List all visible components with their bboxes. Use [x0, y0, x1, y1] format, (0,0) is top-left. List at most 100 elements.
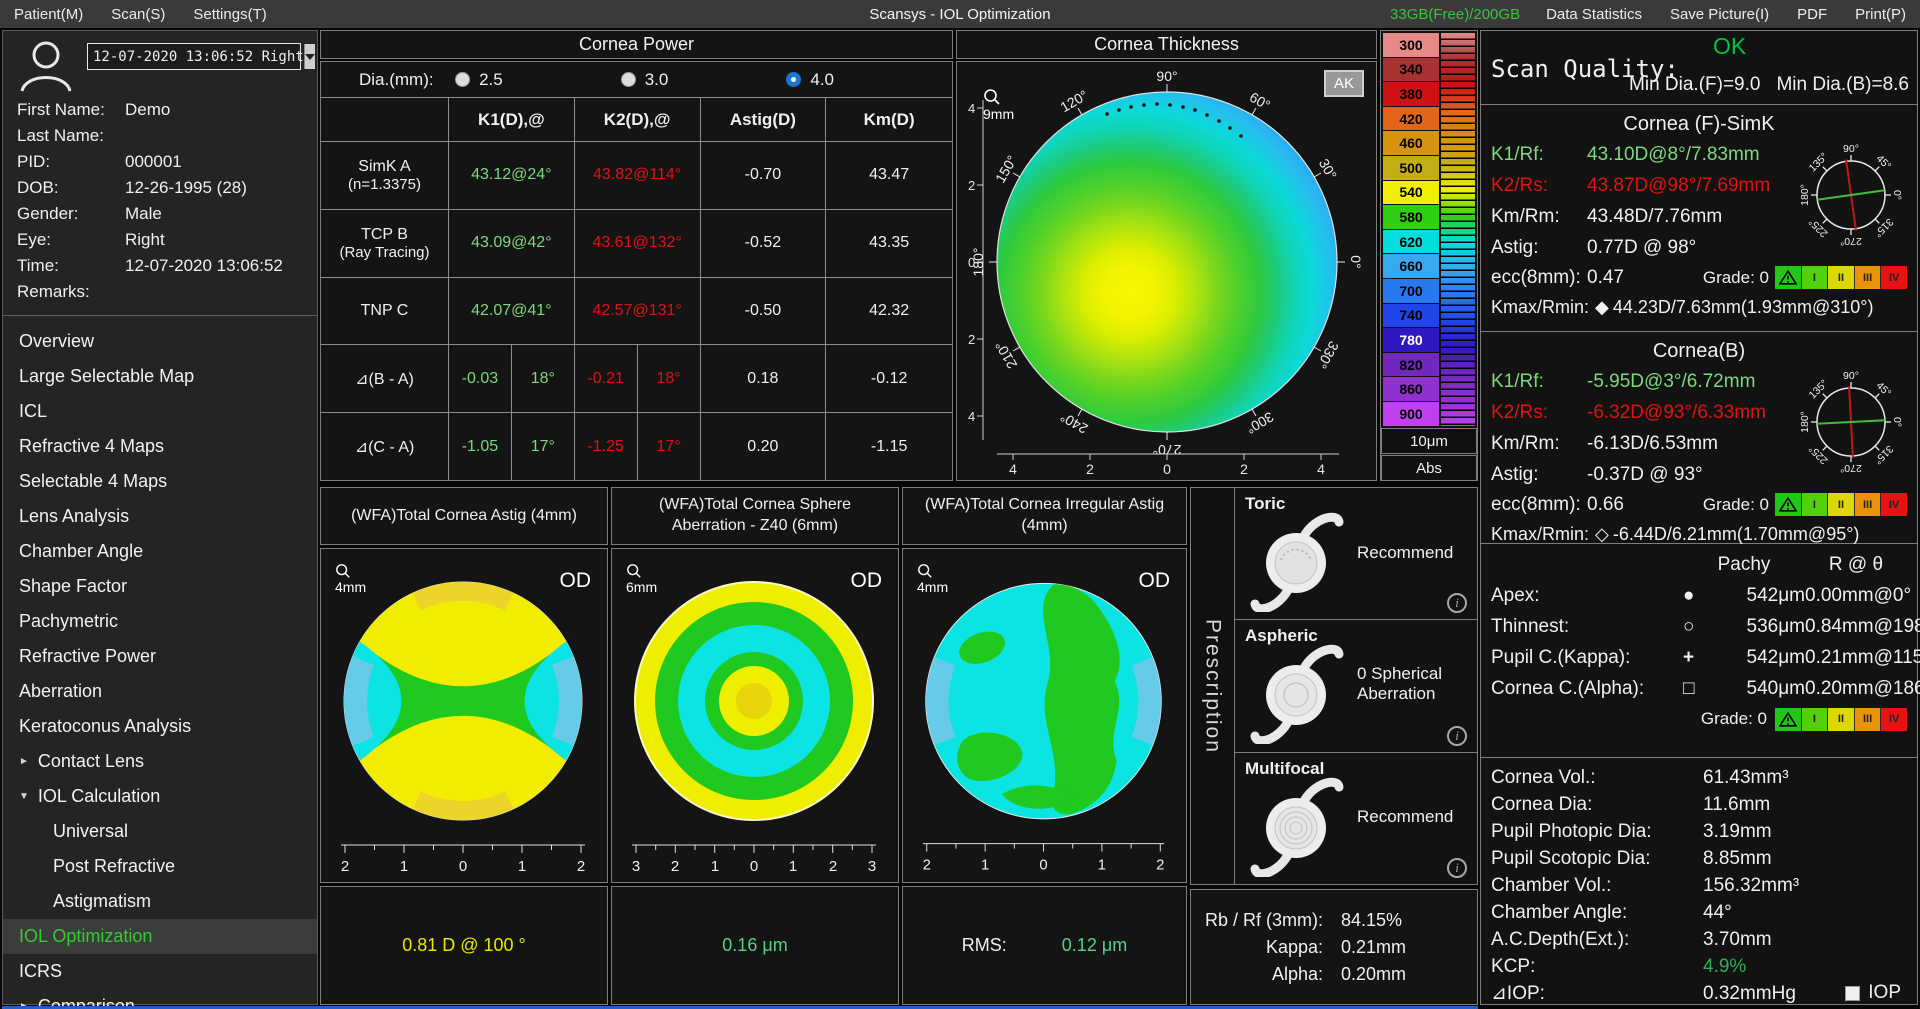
cell-astig: 0.18 — [700, 344, 827, 413]
iop-checkbox[interactable] — [1845, 985, 1861, 1001]
cell-k1: 42.07@41° — [449, 276, 575, 345]
min-dia-front: Min Dia.(F)=9.0 — [1629, 74, 1761, 95]
eye-label: OD — [559, 569, 592, 592]
stat-label: Chamber Angle: — [1491, 901, 1628, 923]
magnifier-icon — [336, 564, 350, 578]
scale-mode-label[interactable]: Abs — [1381, 455, 1477, 481]
magnifier-icon — [918, 564, 932, 578]
sidebar-item-universal[interactable]: Universal — [53, 821, 129, 841]
sphere-aberration-value: 0.16 μm — [722, 935, 788, 955]
kmax-marker: ◆ — [1595, 297, 1609, 317]
field-label: First Name: — [17, 100, 105, 119]
radio-dia-4_0[interactable]: 4.0 — [786, 70, 834, 90]
menu-print[interactable]: Print(P) — [1855, 5, 1906, 23]
sidebar-item-large-selectable-map[interactable]: Large Selectable Map — [19, 366, 195, 386]
dropdown-arrow-icon[interactable] — [303, 44, 315, 69]
prescription-option-multifocal[interactable]: Multifocal Recommend — [1235, 752, 1477, 884]
svg-text:90°: 90° — [1843, 370, 1859, 382]
menu-data-statistics[interactable]: Data Statistics — [1546, 5, 1642, 23]
cell-km: -1.15 — [826, 412, 952, 480]
sidebar-item-shape-factor[interactable]: Shape Factor — [19, 576, 128, 596]
ratios-panel: Rb / Rf (3mm): 84.15% Kappa: 0.21mm Alpha:… — [1190, 889, 1478, 1005]
alpha-value: 0.20mm — [1341, 963, 1407, 984]
warning-triangle-icon — [1778, 496, 1797, 512]
warning-triangle-icon — [1778, 269, 1797, 285]
menu-save-picture[interactable]: Save Picture(I) — [1669, 5, 1770, 23]
cell-km: 43.35 — [826, 208, 952, 277]
info-icon[interactable] — [1447, 857, 1467, 878]
menu-pdf[interactable]: PDF — [1797, 5, 1828, 23]
sidebar-item-keratoconus-analysis[interactable]: Keratoconus Analysis — [19, 716, 192, 736]
map2-value-panel: 0.16 μm — [611, 886, 899, 1005]
sidebar-item-refractive-4-maps[interactable]: Refractive 4 Maps — [19, 436, 165, 456]
stat-value: 44° — [1703, 901, 1732, 923]
svg-text:2: 2 — [968, 332, 975, 347]
pachy-row-apex: Apex: ● 542μm 0.00mm@0° — [1491, 584, 1912, 606]
svg-text:180°: 180° — [1799, 184, 1811, 206]
radio-dia-2_5[interactable]: 2.5 — [455, 70, 503, 90]
col-header-empty — [321, 97, 449, 141]
stat-label: Cornea Vol.: — [1491, 766, 1596, 788]
info-icon[interactable] — [1447, 725, 1467, 746]
menu-settings[interactable]: Settings(T) — [193, 5, 267, 23]
scan-selector-dropdown[interactable]: 12-07-2020 13:06:52 Right — [87, 43, 315, 70]
stat-label: Cornea Dia: — [1491, 793, 1593, 815]
info-icon[interactable] — [1447, 593, 1467, 614]
sidebar-item-overview[interactable]: Overview — [19, 331, 95, 351]
ak-button[interactable]: AK — [1324, 70, 1364, 97]
astig-value: 0.81 D @ 100 ° — [402, 935, 526, 955]
radio-icon-selected[interactable] — [786, 72, 802, 87]
sidebar-item-lens-analysis[interactable]: Lens Analysis — [19, 506, 130, 526]
sidebar-item-post-refractive[interactable]: Post Refractive — [53, 856, 176, 876]
patient-avatar-icon — [20, 41, 72, 92]
sidebar-item-aberration[interactable]: Aberration — [19, 681, 103, 701]
magnifier-icon — [984, 89, 1000, 105]
menu-scan[interactable]: Scan(S) — [111, 5, 166, 23]
rbrf-label: Rb / Rf (3mm): — [1204, 909, 1323, 930]
sidebar-menu: Overview Large Selectable Map ICL Refrac… — [3, 316, 317, 1009]
radio-icon[interactable] — [620, 72, 636, 87]
svg-text:0°: 0° — [1891, 417, 1903, 427]
sidebar-item-comparison[interactable]: ► Comparison — [3, 989, 317, 1009]
radio-icon[interactable] — [455, 72, 471, 87]
sidebar-item-refractive-power[interactable]: Refractive Power — [19, 646, 157, 666]
prescription-option-aspheric[interactable]: Aspheric 0 Spherical Aberration — [1235, 620, 1477, 753]
sidebar-item-iol-calculation[interactable]: ▼ IOL Calculation — [19, 786, 161, 806]
stat-label: ⊿IOP: — [1491, 983, 1545, 1004]
k1-value: 43.10D@8°/7.83mm — [1587, 143, 1760, 165]
toric-note: Recommend — [1357, 542, 1454, 562]
iop-checkbox-label: IOP — [1868, 982, 1901, 1003]
cell-k2-delta: -0.21 18° — [574, 344, 701, 413]
sidebar-item-chamber-angle[interactable]: Chamber Angle — [19, 541, 144, 561]
svg-text:1: 1 — [981, 857, 989, 873]
svg-text:120°: 120° — [1057, 87, 1090, 115]
sidebar-item-astigmatism[interactable]: Astigmatism — [53, 891, 152, 911]
k2-value: 43.87D@98°/7.69mm — [1587, 174, 1771, 196]
sidebar-item-contact-lens[interactable]: ► Contact Lens — [19, 751, 144, 771]
radio-dia-3_0[interactable]: 3.0 — [620, 70, 668, 90]
map3-irregular-astig-map: 2 1 0 1 2 — [923, 582, 1164, 873]
field-value: Right — [125, 230, 165, 249]
axis-compass-front: 90° 45° 0° 315° 270° 225° 180° 135° — [1799, 143, 1903, 247]
sidebar-item-icrs[interactable]: ICRS — [19, 961, 63, 981]
cell-astig: -0.52 — [700, 208, 827, 277]
cell-k2: 43.82@114° — [574, 141, 701, 209]
sidebar-item-selectable-4-maps[interactable]: Selectable 4 Maps — [19, 471, 168, 491]
svg-text:2: 2 — [1240, 461, 1248, 477]
sidebar-item-icl[interactable]: ICL — [19, 401, 48, 421]
kmax-value: 44.23D/7.63mm(1.93mm@310°) — [1612, 297, 1874, 317]
svg-text:60°: 60° — [1247, 89, 1273, 113]
col-header-k1: K1(D),@ — [449, 97, 575, 141]
svg-text:4: 4 — [1317, 461, 1325, 477]
svg-text:0: 0 — [459, 858, 467, 875]
scan-quality-section: Scan Quality: OK Min Dia.(F)=9.0 Min Dia… — [1481, 31, 1917, 105]
field-value: 12-07-2020 13:06:52 — [125, 256, 283, 275]
grade-scale-bar: I II III IV — [1775, 266, 1907, 289]
km-value: 43.48D/7.76mm — [1587, 205, 1723, 227]
map3-title: (WFA)Total Cornea Irregular Astig (4mm) — [902, 487, 1187, 545]
sidebar-item-pachymetric[interactable]: Pachymetric — [19, 611, 119, 631]
sidebar-item-iol-optimization[interactable]: IOL Optimization — [3, 919, 317, 954]
menu-patient[interactable]: Patient(M) — [14, 5, 84, 23]
grade-scale-bar: I II III IV — [1775, 707, 1907, 731]
prescription-option-toric[interactable]: Toric Recommend — [1235, 488, 1477, 621]
